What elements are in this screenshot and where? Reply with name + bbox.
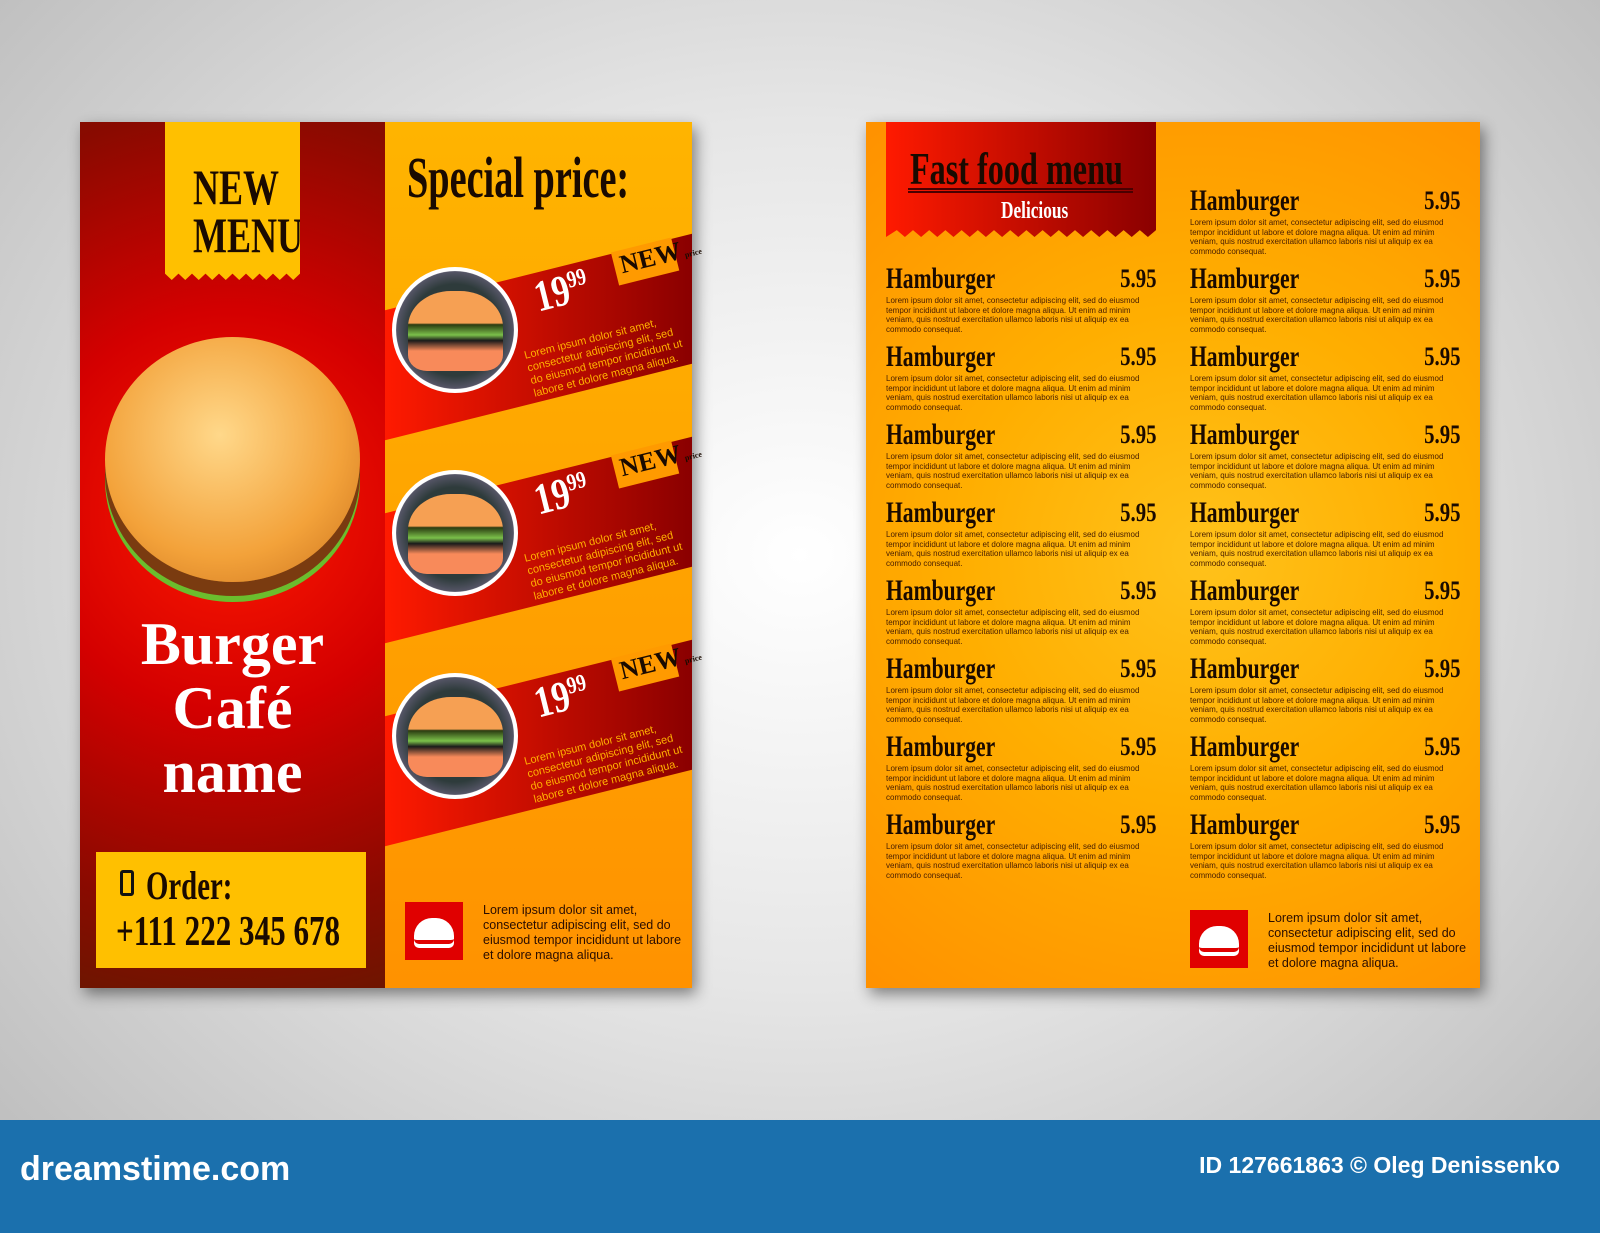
front-footer-text: Lorem ipsum dolor sit amet, consectetur … <box>483 903 682 962</box>
menu-item: Hamburger 5.95 Lorem ipsum dolor sit ame… <box>1190 264 1460 334</box>
order-label: Order: <box>146 863 233 908</box>
menu-item-name: Hamburger <box>886 262 996 295</box>
menu-item-price: 5.95 <box>1119 576 1156 605</box>
menu-item-price: 5.95 <box>1423 810 1460 839</box>
menu-item-price: 5.95 <box>1423 264 1460 293</box>
menu-item-name: Hamburger <box>886 496 996 529</box>
menu-item-description: Lorem ipsum dolor sit amet, consectetur … <box>1190 296 1444 334</box>
menu-item-price: 5.95 <box>1423 342 1460 371</box>
menu-item: Hamburger 5.95 Lorem ipsum dolor sit ame… <box>1190 342 1460 412</box>
menu-item-name: Hamburger <box>1190 262 1300 295</box>
menu-item-name: Hamburger <box>1190 340 1300 373</box>
new-menu-line1: NEW <box>193 159 280 215</box>
menu-item-price: 5.95 <box>1119 264 1156 293</box>
menu-item-name: Hamburger <box>1190 652 1300 685</box>
menu-item-description: Lorem ipsum dolor sit amet, consectetur … <box>1190 218 1444 256</box>
menu-header: Fast food menu Delicious <box>886 122 1156 237</box>
menu-item: Hamburger 5.95 Lorem ipsum dolor sit ame… <box>1190 576 1460 646</box>
menu-item-price: 5.95 <box>1119 810 1156 839</box>
menu-item-name: Hamburger <box>886 730 996 763</box>
menu-item-price: 5.95 <box>1119 498 1156 527</box>
menu-item: Hamburger 5.95 Lorem ipsum dolor sit ame… <box>886 810 1156 880</box>
menu-item-price: 5.95 <box>1423 654 1460 683</box>
special-price-title: Special price: <box>407 145 630 210</box>
special-burger-image <box>392 470 518 596</box>
burger-icon <box>1190 910 1248 968</box>
menu-item-description: Lorem ipsum dolor sit amet, consectetur … <box>886 296 1140 334</box>
front-right-panel: Special price: 1999 NEWprice Lorem ipsum… <box>385 122 703 988</box>
phone-number: +111 222 345 678 <box>116 909 341 955</box>
special-burger-image <box>392 267 518 393</box>
menu-item-price: 5.95 <box>1119 732 1156 761</box>
phone-icon <box>120 870 134 896</box>
menu-item-name: Hamburger <box>1190 730 1300 763</box>
menu-item: Hamburger 5.95 Lorem ipsum dolor sit ame… <box>886 498 1156 568</box>
new-menu-line2: MENU <box>193 207 303 263</box>
menu-item: Hamburger 5.95 Lorem ipsum dolor sit ame… <box>1190 654 1460 724</box>
menu-item: Hamburger 5.95 Lorem ipsum dolor sit ame… <box>886 576 1156 646</box>
menu-item-price: 5.95 <box>1423 186 1460 215</box>
order-box: Order: +111 222 345 678 <box>96 852 366 968</box>
menu-item-description: Lorem ipsum dolor sit amet, consectetur … <box>886 686 1140 724</box>
menu-item-description: Lorem ipsum dolor sit amet, consectetur … <box>1190 374 1444 412</box>
menu-item-description: Lorem ipsum dolor sit amet, consectetur … <box>1190 764 1444 802</box>
burger-icon <box>405 902 463 960</box>
menu-item-description: Lorem ipsum dolor sit amet, consectetur … <box>1190 842 1444 880</box>
menu-item-price: 5.95 <box>1423 576 1460 605</box>
menu-item-name: Hamburger <box>886 652 996 685</box>
menu-item-price: 5.95 <box>1423 498 1460 527</box>
menu-item-name: Hamburger <box>1190 418 1300 451</box>
menu-item-description: Lorem ipsum dolor sit amet, consectetur … <box>886 842 1140 880</box>
menu-item: Hamburger 5.95 Lorem ipsum dolor sit ame… <box>886 654 1156 724</box>
menu-item: Hamburger 5.95 Lorem ipsum dolor sit ame… <box>1190 810 1460 880</box>
menu-item-price: 5.95 <box>1119 420 1156 449</box>
menu-item: Hamburger 5.95 Lorem ipsum dolor sit ame… <box>886 342 1156 412</box>
watermark-footer: dreamstime.com ID 127661863 © Oleg Denis… <box>0 1120 1600 1233</box>
menu-item-description: Lorem ipsum dolor sit amet, consectetur … <box>886 452 1140 490</box>
menu-item-description: Lorem ipsum dolor sit amet, consectetur … <box>1190 686 1444 724</box>
cafe-name-line2: Café <box>172 675 293 741</box>
watermark-site: dreamstime.com <box>20 1150 291 1188</box>
menu-item: Hamburger 5.95 Lorem ipsum dolor sit ame… <box>1190 186 1460 256</box>
menu-item-name: Hamburger <box>1190 808 1300 841</box>
menu-item-description: Lorem ipsum dolor sit amet, consectetur … <box>886 530 1140 568</box>
menu-item: Hamburger 5.95 Lorem ipsum dolor sit ame… <box>886 264 1156 334</box>
menu-item-name: Hamburger <box>1190 574 1300 607</box>
menu-subtitle: Delicious <box>1001 198 1069 224</box>
menu-item-price: 5.95 <box>1119 342 1156 371</box>
menu-item-price: 5.95 <box>1423 732 1460 761</box>
menu-title: Fast food menu <box>910 143 1123 194</box>
back-footer-text: Lorem ipsum dolor sit amet, consectetur … <box>1268 911 1467 970</box>
menu-item-price: 5.95 <box>1423 420 1460 449</box>
menu-item-name: Hamburger <box>886 574 996 607</box>
menu-item-description: Lorem ipsum dolor sit amet, consectetur … <box>886 608 1140 646</box>
burger-image <box>105 337 360 582</box>
menu-item-name: Hamburger <box>1190 496 1300 529</box>
new-menu-tag: NEW MENU <box>165 122 300 280</box>
special-burger-image <box>392 673 518 799</box>
menu-item-name: Hamburger <box>1190 184 1300 217</box>
cafe-name-line1: Burger <box>140 611 325 677</box>
menu-item: Hamburger 5.95 Lorem ipsum dolor sit ame… <box>1190 498 1460 568</box>
menu-item-description: Lorem ipsum dolor sit amet, consectetur … <box>1190 452 1444 490</box>
menu-item-name: Hamburger <box>886 340 996 373</box>
menu-item: Hamburger 5.95 Lorem ipsum dolor sit ame… <box>1190 420 1460 490</box>
menu-item-description: Lorem ipsum dolor sit amet, consectetur … <box>886 374 1140 412</box>
front-flyer: NEW MENU Burger Café name Order: +111 22… <box>80 122 703 988</box>
menu-item: Hamburger 5.95 Lorem ipsum dolor sit ame… <box>886 732 1156 802</box>
menu-item: Hamburger 5.95 Lorem ipsum dolor sit ame… <box>886 420 1156 490</box>
menu-item-description: Lorem ipsum dolor sit amet, consectetur … <box>886 764 1140 802</box>
menu-item-name: Hamburger <box>886 418 996 451</box>
menu-item-price: 5.95 <box>1119 654 1156 683</box>
back-flyer: Fast food menu Delicious Hamburger 5.95 … <box>866 122 1480 988</box>
cafe-name-line3: name <box>162 739 303 805</box>
menu-item-description: Lorem ipsum dolor sit amet, consectetur … <box>1190 530 1444 568</box>
front-left-panel: NEW MENU Burger Café name Order: +111 22… <box>80 122 385 988</box>
menu-item-name: Hamburger <box>886 808 996 841</box>
menu-item: Hamburger 5.95 Lorem ipsum dolor sit ame… <box>1190 732 1460 802</box>
watermark-credit: ID 127661863 © Oleg Denissenko <box>1199 1152 1560 1178</box>
menu-item-description: Lorem ipsum dolor sit amet, consectetur … <box>1190 608 1444 646</box>
